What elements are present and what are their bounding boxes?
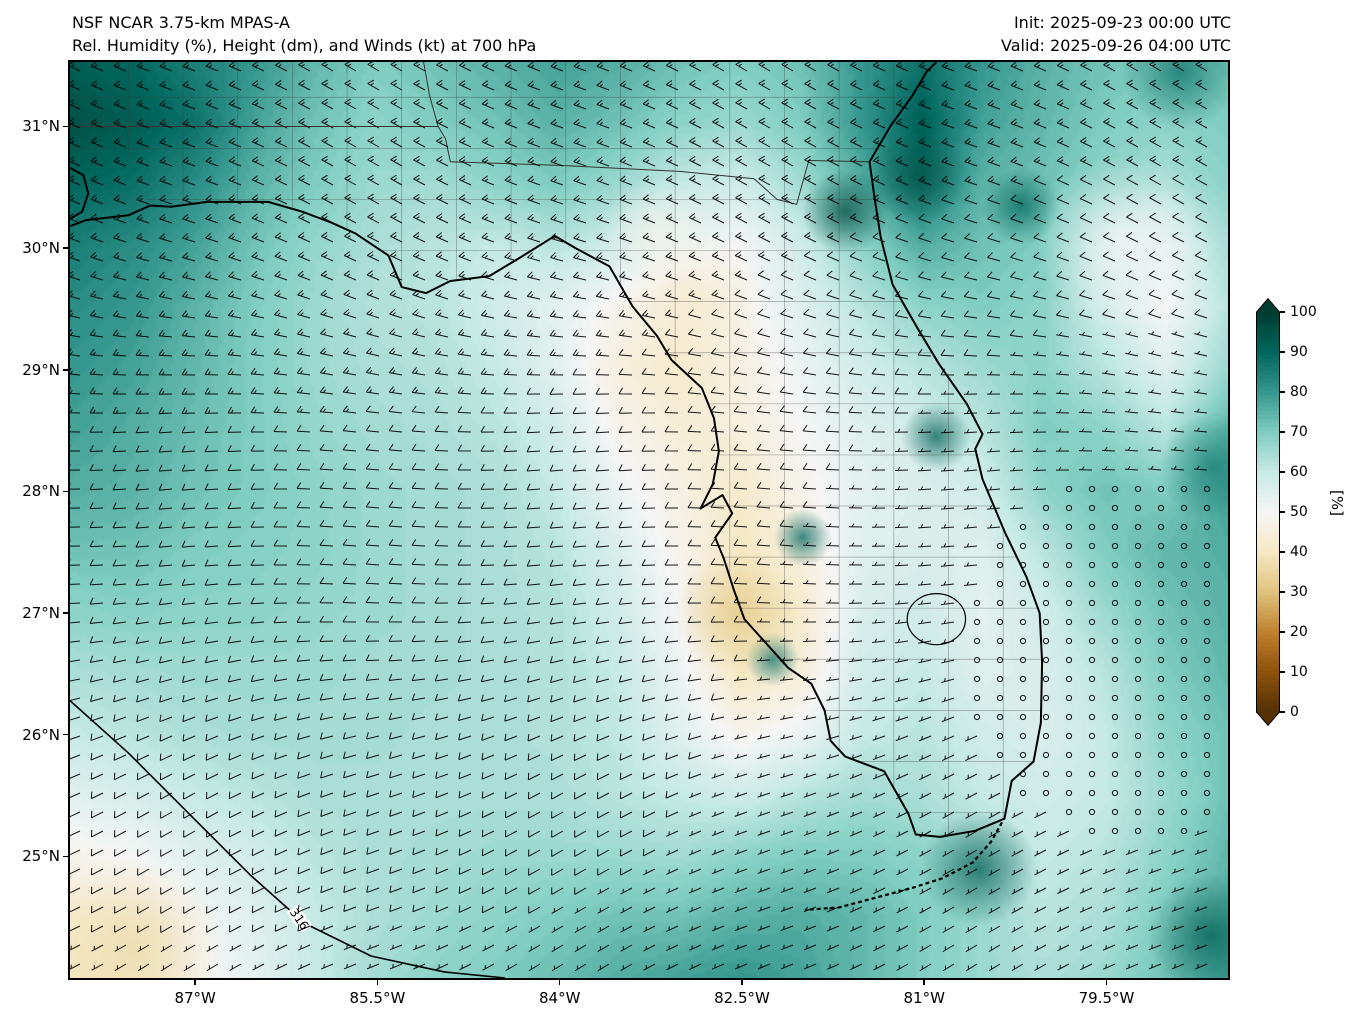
colorbar-tick-label: 90 xyxy=(1290,344,1308,360)
colorbar-gradient xyxy=(1256,298,1281,726)
valid-time: Valid: 2025-09-26 04:00 UTC xyxy=(1000,36,1231,55)
lon-tick-label: 81°W xyxy=(903,989,945,1007)
lat-tick-label: 31°N xyxy=(22,117,60,136)
map-canvas xyxy=(70,62,1228,978)
lat-tick-label: 26°N xyxy=(22,725,60,744)
map-plot-area xyxy=(68,60,1230,980)
colorbar-unit-label: [%] xyxy=(1328,490,1346,516)
lon-tick-label: 87°W xyxy=(174,989,216,1007)
lat-tick-label: 27°N xyxy=(22,604,60,623)
colorbar-tick-label: 10 xyxy=(1290,664,1308,680)
colorbar-tick-label: 80 xyxy=(1290,384,1308,400)
lat-tick-label: 28°N xyxy=(22,482,60,501)
lon-tick-label: 79.5°W xyxy=(1078,989,1135,1007)
colorbar-tick-label: 20 xyxy=(1290,624,1308,640)
field-description: Rel. Humidity (%), Height (dm), and Wind… xyxy=(72,36,537,55)
colorbar-tick-label: 30 xyxy=(1290,584,1308,600)
lon-tick-label: 82.5°W xyxy=(714,989,770,1007)
colorbar-tick-label: 50 xyxy=(1290,504,1308,520)
colorbar-tick-label: 100 xyxy=(1290,304,1317,320)
init-time: Init: 2025-09-23 00:00 UTC xyxy=(1013,13,1231,32)
colorbar-tick-label: 0 xyxy=(1290,704,1299,720)
lat-tick-label: 29°N xyxy=(22,360,60,379)
chart-header-right: Init: 2025-09-23 00:00 UTC Valid: 2025-0… xyxy=(1001,11,1231,57)
model-name: NSF NCAR 3.75-km MPAS-A xyxy=(72,13,290,32)
colorbar-tick-label: 60 xyxy=(1290,464,1308,480)
colorbar-tick-label: 40 xyxy=(1290,544,1308,560)
chart-header-left: NSF NCAR 3.75-km MPAS-A Rel. Humidity (%… xyxy=(72,11,536,57)
colorbar-tick-label: 70 xyxy=(1290,424,1308,440)
lon-tick-label: 85.5°W xyxy=(349,989,406,1007)
lat-tick-label: 30°N xyxy=(22,239,60,258)
lat-tick-label: 25°N xyxy=(22,847,60,866)
lon-tick-label: 84°W xyxy=(538,989,581,1007)
